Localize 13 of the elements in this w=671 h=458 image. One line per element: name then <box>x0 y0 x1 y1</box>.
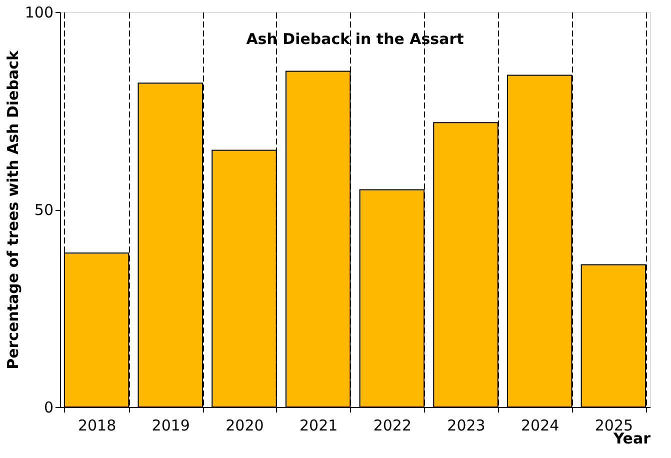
y-tick-label: 50 <box>34 201 54 219</box>
text: Ash Dieback in the Assart <box>246 30 464 48</box>
y-tick-label: 0 <box>44 398 54 416</box>
x-tick-label: 2018 <box>78 416 116 434</box>
x-tick-label: 2024 <box>521 416 560 434</box>
x-tick-label: 2019 <box>152 416 190 434</box>
x-tick-label: 2023 <box>447 416 486 434</box>
y-tick-label: 100 <box>24 4 54 22</box>
x-tick-label: 2020 <box>226 416 264 434</box>
x-tick-label: 2022 <box>373 416 412 434</box>
x-tick-label: 2021 <box>299 416 338 434</box>
x-axis-title: Year <box>612 430 652 448</box>
y-axis-title: Percentage of trees with Ash Dieback <box>4 50 22 370</box>
